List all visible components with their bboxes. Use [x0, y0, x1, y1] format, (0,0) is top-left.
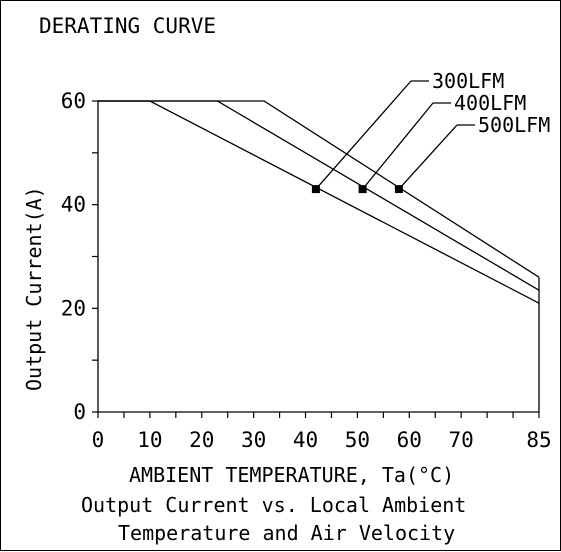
curve-300lfm: [98, 101, 539, 303]
x-tick-label: 0: [92, 428, 105, 452]
y-axis-title: Output Current(A): [22, 186, 46, 391]
x-tick-label: 60: [397, 428, 422, 452]
y-tick-label: 40: [61, 193, 86, 217]
x-tick-label: 10: [137, 428, 162, 452]
y-tick-label: 0: [73, 400, 86, 424]
x-tick-label: 30: [241, 428, 266, 452]
y-tick-label: 20: [61, 296, 86, 320]
curve-400lfm: [98, 101, 539, 290]
leader-line: [363, 103, 433, 189]
axes: 0 20 40 60 0 10 20 30 40 50 60 70 85: [61, 89, 552, 452]
leader-line: [316, 81, 411, 189]
caption-line-1: Output Current vs. Local Ambient: [81, 493, 466, 517]
caption-line-2: Temperature and Air Velocity: [118, 521, 455, 545]
x-tick-label: 40: [293, 428, 318, 452]
x-tick-label: 85: [526, 428, 551, 452]
y-tick-label: 60: [61, 89, 86, 113]
x-axis-title: AMBIENT TEMPERATURE, Ta(°C): [129, 463, 454, 487]
curves: [98, 101, 539, 303]
x-tick-label: 50: [345, 428, 370, 452]
legend-label: 400LFM: [454, 91, 526, 115]
x-tick-label: 70: [449, 428, 474, 452]
x-tick-label: 20: [189, 428, 214, 452]
legend-label: 300LFM: [432, 69, 504, 93]
chart-title: DERATING CURVE: [39, 14, 216, 38]
legend-label: 500LFM: [478, 113, 550, 137]
